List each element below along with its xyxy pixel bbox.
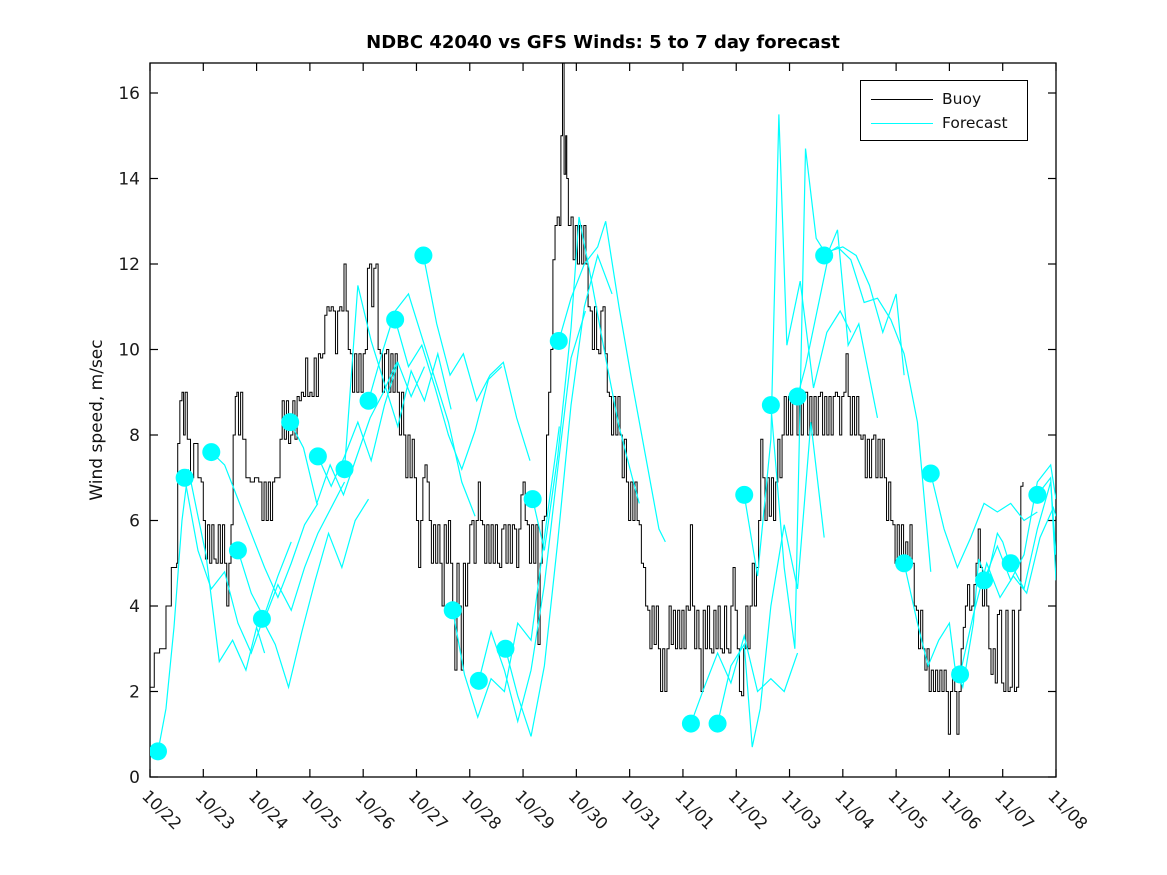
y-tick-label: 8 <box>129 426 140 446</box>
x-tick-label: 10/29 <box>511 786 558 833</box>
forecast-segment <box>184 477 292 655</box>
forecast-segment <box>343 285 452 470</box>
x-tick-label: 10/31 <box>618 786 665 833</box>
x-tick-label: 11/01 <box>671 786 718 833</box>
forecast-segment <box>716 422 825 748</box>
forecast-start-marker <box>252 609 271 628</box>
forecast-segment <box>796 246 905 397</box>
x-tick-label: 10/26 <box>351 786 398 833</box>
forecast-start-marker <box>549 331 568 350</box>
forecast-start-marker <box>921 464 940 483</box>
forecast-segment <box>422 255 531 461</box>
forecast-start-marker <box>951 665 970 684</box>
legend-entry-forecast: Forecast <box>871 111 1027 135</box>
x-tick-label: 11/03 <box>778 786 825 833</box>
y-tick-label: 12 <box>118 255 140 275</box>
x-tick-label: 11/02 <box>724 786 771 833</box>
legend-entry-buoy: Buoy <box>871 87 1027 111</box>
forecast-segment <box>289 362 398 506</box>
forecast-start-marker <box>335 460 354 479</box>
legend-label-forecast: Forecast <box>942 114 1008 132</box>
plot-box <box>149 62 1057 778</box>
forecast-segment <box>367 292 476 517</box>
x-tick-label: 11/07 <box>991 786 1038 833</box>
y-axis-label: Wind speed, m/sec <box>87 339 107 501</box>
x-tick-label: 11/06 <box>938 786 985 833</box>
forecast-start-marker <box>681 714 700 733</box>
forecast-segment <box>532 216 640 551</box>
x-tick-label: 11/08 <box>1044 786 1091 833</box>
forecast-segment <box>317 360 426 488</box>
forecast-segment <box>261 498 370 690</box>
buoy-line-swatch <box>871 98 933 100</box>
x-tick-label: 10/22 <box>138 786 185 833</box>
y-tick-label: 6 <box>129 512 140 532</box>
forecast-start-marker <box>496 639 515 658</box>
forecast-segment <box>903 531 1012 690</box>
forecast-start-marker <box>228 541 247 560</box>
legend-label-buoy: Buoy <box>942 90 982 108</box>
forecast-start-marker <box>469 671 488 690</box>
forecast-start-marker <box>1028 485 1047 504</box>
forecast-start-marker <box>443 601 462 620</box>
y-tick-label: 4 <box>129 597 140 617</box>
forecast-start-marker <box>359 391 378 410</box>
y-tick-label: 2 <box>129 683 140 703</box>
forecast-segment <box>743 114 852 577</box>
forecast-segment <box>770 148 879 649</box>
forecast-segment <box>452 426 560 720</box>
x-tick-label: 11/04 <box>831 786 878 833</box>
forecast-segment <box>157 469 266 752</box>
forecast-line-swatch <box>871 122 933 124</box>
x-tick-label: 10/27 <box>405 786 452 833</box>
forecast-start-marker <box>1001 554 1020 573</box>
y-tick-label: 0 <box>129 768 140 788</box>
forecast-segment <box>558 221 666 543</box>
forecast-start-marker <box>150 742 167 761</box>
forecast-start-marker <box>386 310 405 329</box>
x-tick-label: 10/24 <box>245 786 292 833</box>
forecast-start-marker <box>788 387 807 406</box>
x-tick-label: 10/30 <box>565 786 612 833</box>
forecast-segment <box>930 473 1038 570</box>
plot-area <box>150 63 1056 761</box>
forecast-start-marker <box>895 554 914 573</box>
y-tick-label: 16 <box>118 84 140 104</box>
forecast-start-marker <box>523 490 542 509</box>
forecast-segment <box>478 310 586 724</box>
y-tick-label: 14 <box>118 170 140 190</box>
forecast-start-marker <box>308 447 327 466</box>
forecast-segment <box>823 246 932 572</box>
forecast-start-marker <box>708 714 727 733</box>
x-tick-label: 10/28 <box>458 786 505 833</box>
buoy-line <box>150 63 1024 735</box>
forecast-segment <box>690 633 799 724</box>
forecast-segment <box>983 463 1056 582</box>
forecast-start-marker <box>735 485 754 504</box>
forecast-start-marker <box>975 571 994 590</box>
forecast-start-marker <box>202 443 221 462</box>
y-tick-label: 10 <box>118 341 140 361</box>
forecast-segment <box>394 319 503 471</box>
forecast-segment <box>504 253 613 737</box>
x-tick-label: 11/05 <box>884 786 931 833</box>
forecast-start-marker <box>414 246 433 265</box>
x-tick-label: 10/23 <box>191 786 238 833</box>
x-tick-label: 10/25 <box>298 786 345 833</box>
forecast-start-marker <box>761 396 780 415</box>
forecast-start-marker <box>175 468 194 487</box>
forecast-start-marker <box>281 413 300 432</box>
forecast-segment <box>210 451 319 600</box>
forecast-segment <box>237 481 346 621</box>
forecast-start-marker <box>815 246 834 265</box>
legend: Buoy Forecast <box>860 80 1028 141</box>
chart-title: NDBC 42040 vs GFS Winds: 5 to 7 day fore… <box>366 32 840 53</box>
